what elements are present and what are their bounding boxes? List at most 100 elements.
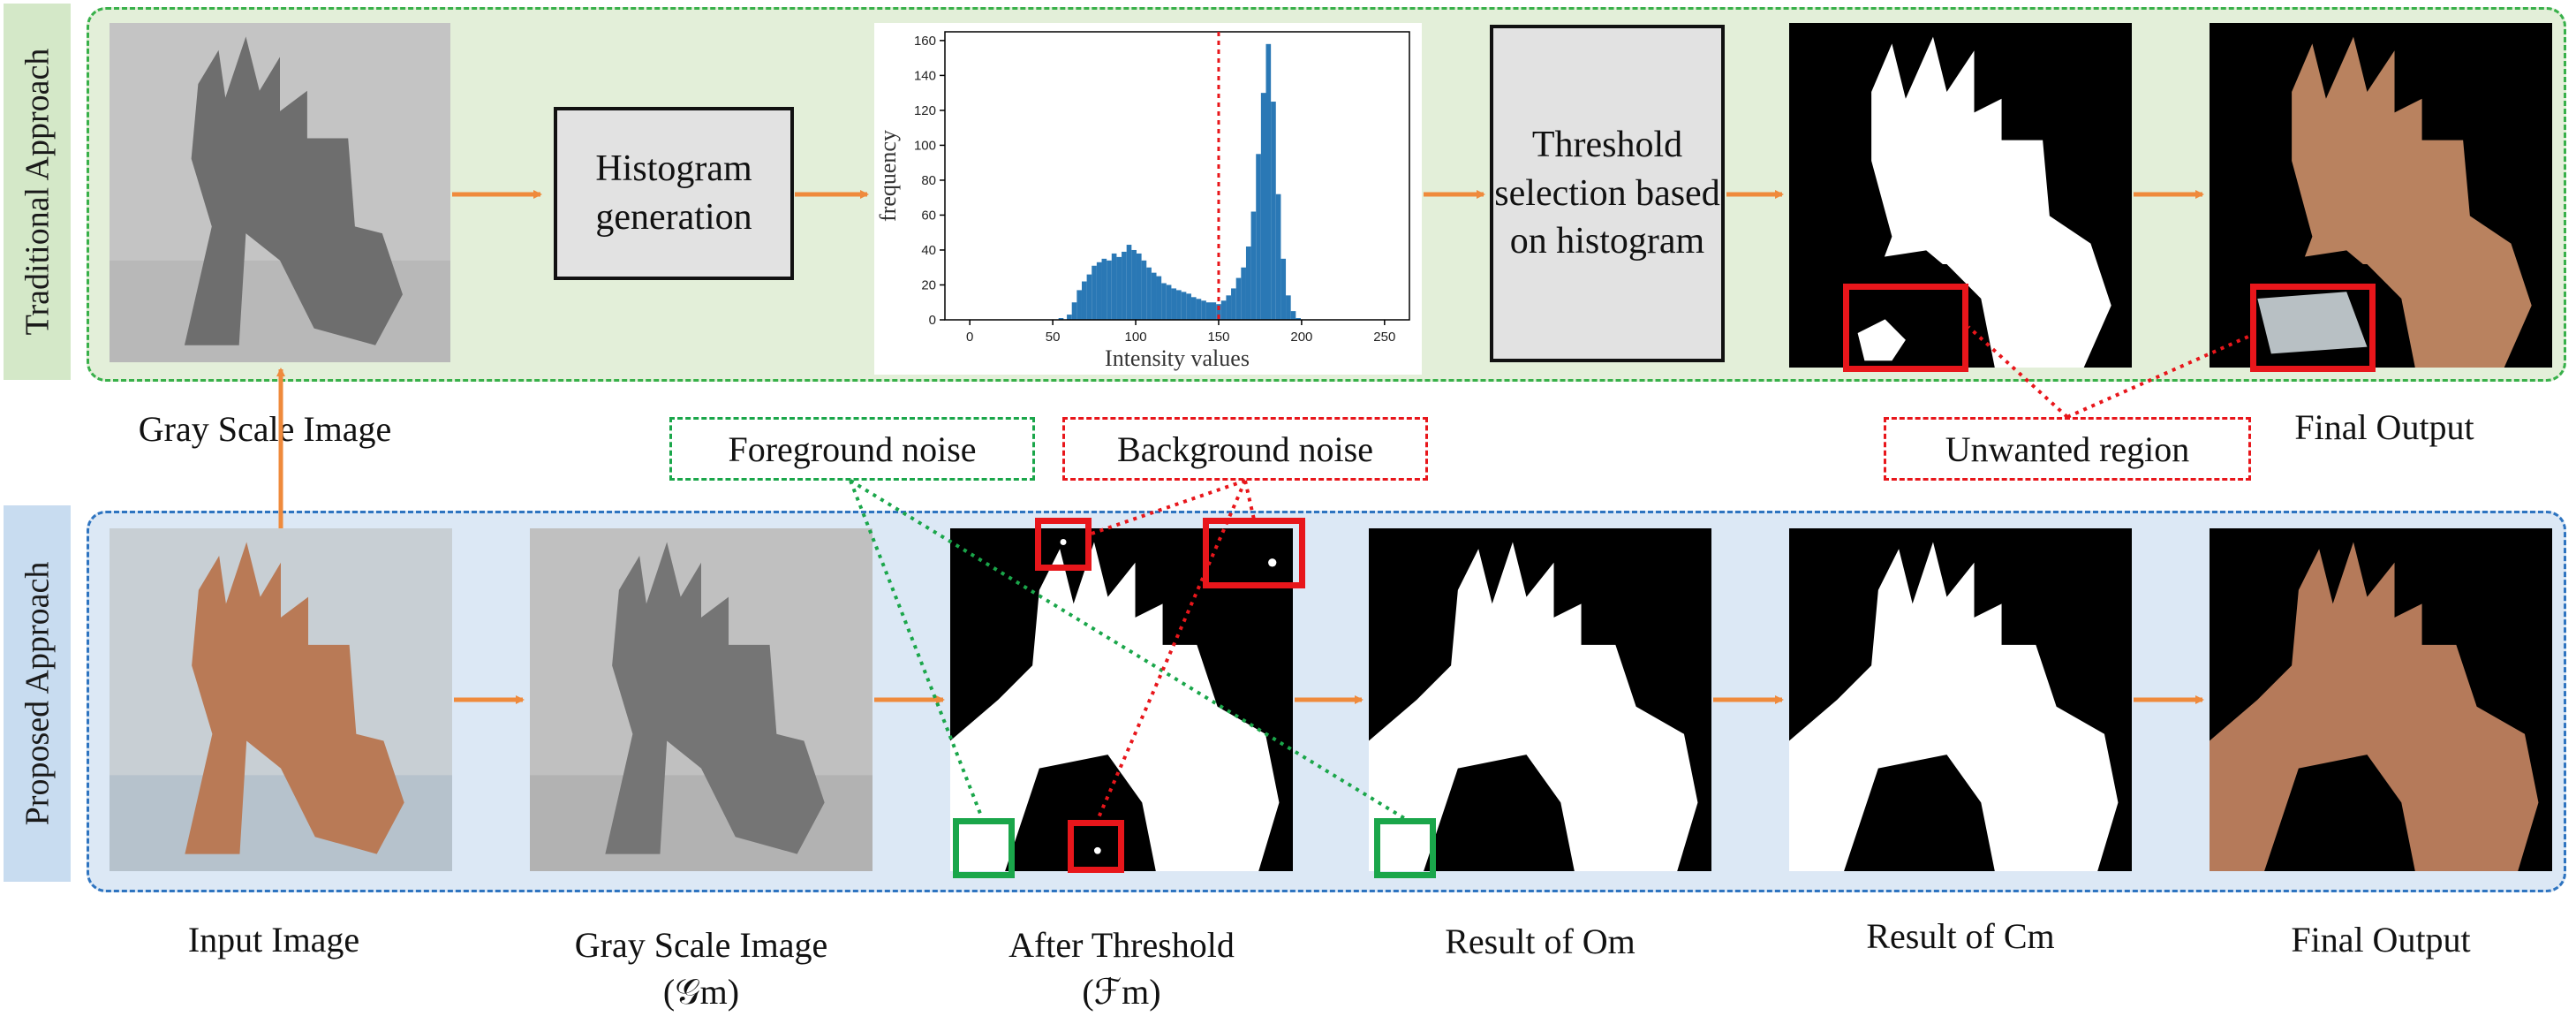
background-noise-box-top-left — [1035, 518, 1092, 571]
y-tick-label-0: 0 — [929, 313, 936, 328]
result-of-cm-caption-text: Result of Cm — [1866, 916, 2055, 956]
proposed-approach-label: Proposed Approach — [4, 505, 71, 882]
x-tick-label-0: 0 — [966, 330, 973, 345]
x-tick-label-5: 250 — [1373, 330, 1395, 345]
histogram-chart: 0 50 100 150 200 250 0 20 40 60 80 100 120 140 160 Inte… — [874, 23, 1422, 375]
histogram-bar-22 — [1171, 288, 1177, 320]
final-output-caption-bottom: Final Output — [2210, 919, 2552, 960]
histogram-bar-24 — [1181, 292, 1187, 320]
histogram-bar-6 — [1092, 265, 1097, 320]
threshold-selection-text: Threshold selection based on histogram — [1494, 125, 1720, 262]
histogram-bar-0 — [1058, 318, 1064, 320]
histogram-bar-2 — [1071, 302, 1077, 320]
unwanted-region-text: Unwanted region — [1945, 429, 2190, 469]
histogram-bar-19 — [1156, 276, 1162, 320]
histogram-bar-10 — [1111, 253, 1117, 320]
result-of-om-caption-text: Result of Om — [1445, 922, 1635, 961]
unwanted-region-box-output — [2250, 284, 2376, 372]
gray-scale-caption-line2: (𝒢m) — [662, 972, 740, 1012]
histogram-bar-18 — [1151, 272, 1157, 320]
x-axis-label: Intensity values — [1105, 345, 1250, 371]
histogram-bar-47 — [1296, 318, 1301, 320]
y-axis-label: frequency — [875, 130, 901, 222]
background-noise-box-bottom — [1068, 820, 1124, 873]
input-image-caption: Input Image — [106, 919, 442, 960]
result-of-cm-caption: Result of Cm — [1789, 915, 2132, 957]
histogram-bar-39 — [1256, 154, 1261, 320]
histogram-bar-36 — [1241, 267, 1246, 320]
foreground-noise-box-threshold — [953, 818, 1015, 878]
gray-scale-caption-line1: Gray Scale Image — [574, 925, 828, 965]
histogram-bar-9 — [1107, 260, 1112, 320]
histogram-bar-46 — [1290, 311, 1296, 320]
traditional-approach-label-text: Traditional Approach — [19, 48, 57, 336]
histogram-bar-1 — [1067, 315, 1072, 320]
histogram-bar-5 — [1086, 274, 1092, 320]
foreground-noise-label: Foreground noise — [669, 417, 1035, 481]
x-tick-label-3: 150 — [1207, 330, 1229, 345]
after-threshold-caption-line1: After Threshold — [1008, 925, 1235, 965]
histogram-bar-17 — [1146, 267, 1152, 320]
gray-scale-image-caption-bottom: Gray Scale Image (𝒢m) — [530, 924, 873, 1013]
x-tick-label-4: 200 — [1290, 330, 1312, 345]
histogram-bar-15 — [1136, 253, 1142, 320]
histogram-svg: 0 50 100 150 200 250 0 20 40 60 80 100 120 140 160 Inte… — [874, 23, 1422, 375]
histogram-bar-41 — [1265, 43, 1272, 321]
histogram-bar-20 — [1161, 283, 1167, 320]
histogram-bar-13 — [1126, 245, 1132, 320]
histogram-bar-14 — [1131, 249, 1137, 320]
histogram-bar-30 — [1211, 302, 1217, 320]
y-tick-label-6: 120 — [914, 103, 936, 118]
proposed-final-output — [2210, 528, 2552, 871]
y-tick-label-2: 40 — [921, 243, 936, 258]
y-tick-label-7: 140 — [914, 68, 936, 83]
input-image — [110, 528, 452, 871]
histogram-bar-28 — [1201, 300, 1206, 320]
y-tick-label-3: 60 — [921, 208, 936, 223]
input-image-caption-text: Input Image — [187, 920, 360, 960]
x-tick-label-2: 100 — [1125, 330, 1147, 345]
histogram-bar-11 — [1116, 256, 1122, 320]
histogram-bar-29 — [1205, 302, 1212, 320]
histogram-bar-42 — [1271, 102, 1276, 320]
traditional-final-output — [2210, 23, 2552, 368]
histogram-bar-37 — [1245, 247, 1251, 320]
histogram-bar-31 — [1216, 304, 1221, 320]
histogram-bar-44 — [1280, 258, 1287, 320]
histogram-generation-text: Histogram generation — [595, 148, 752, 238]
histogram-bar-35 — [1235, 277, 1242, 320]
background-noise-label: Background noise — [1062, 417, 1428, 481]
proposed-approach-label-text: Proposed Approach — [19, 561, 56, 826]
histogram-bar-40 — [1260, 93, 1266, 320]
histogram-bar-12 — [1122, 251, 1127, 320]
result-of-om-image — [1369, 528, 1711, 871]
histogram-bar-27 — [1196, 299, 1202, 320]
histogram-bar-45 — [1286, 295, 1291, 320]
background-noise-box-top-right — [1203, 518, 1305, 588]
histogram-bar-23 — [1176, 290, 1182, 320]
y-tick-label-5: 100 — [914, 138, 936, 153]
histogram-bar-16 — [1141, 260, 1147, 320]
final-output-caption-top: Final Output — [2294, 407, 2474, 447]
gray-scale-image-top — [110, 23, 450, 362]
foreground-noise-box-om — [1374, 818, 1436, 878]
after-threshold-caption-line2: (ℱm) — [1082, 972, 1161, 1012]
histogram-bar-21 — [1166, 284, 1172, 320]
histogram-bar-25 — [1186, 293, 1191, 320]
final-output-caption-bottom-text: Final Output — [2291, 920, 2471, 960]
histogram-bar-33 — [1226, 295, 1232, 320]
unwanted-region-box-mask — [1843, 284, 1968, 372]
after-threshold-caption: After Threshold (ℱm) — [950, 924, 1293, 1013]
histogram-bar-43 — [1275, 193, 1281, 320]
histogram-bar-3 — [1076, 290, 1082, 320]
histogram-bar-38 — [1250, 211, 1257, 320]
histogram-bar-8 — [1101, 258, 1107, 320]
result-of-om-caption: Result of Om — [1369, 921, 1711, 962]
y-tick-label-1: 20 — [921, 277, 936, 292]
background-noise-text: Background noise — [1117, 429, 1373, 469]
traditional-approach-label: Traditional Approach — [4, 4, 71, 380]
result-of-cm-image — [1789, 528, 2132, 871]
histogram-bar-7 — [1096, 262, 1102, 320]
histogram-bar-34 — [1231, 288, 1236, 320]
y-tick-label-4: 80 — [921, 173, 936, 188]
